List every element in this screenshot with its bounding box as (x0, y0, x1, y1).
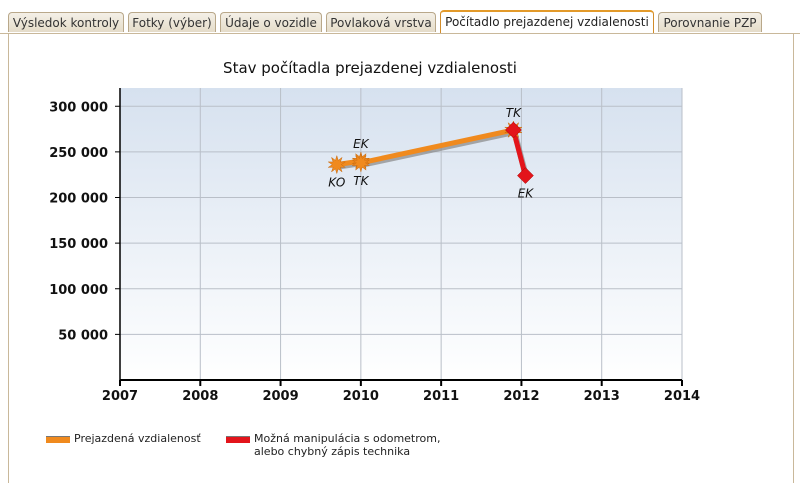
data-point-star (351, 152, 371, 173)
y-tick-label: 50 000 (58, 328, 108, 343)
data-point-diamond (505, 121, 522, 139)
tab-pocitadlo[interactable]: Počítadlo prejazdenej vzdialenosti (440, 10, 654, 34)
tab-vysledok-kontroly[interactable]: Výsledok kontroly (8, 12, 124, 32)
tab-bar-divider (0, 33, 800, 34)
series-line (510, 129, 528, 177)
x-tick-label: 2011 (423, 389, 459, 404)
series-layer: KO EK TK TK EK (327, 106, 535, 201)
y-tick-label: 100 000 (49, 283, 108, 298)
x-tick-label: 2009 (262, 389, 298, 404)
x-tick-label: 2007 (102, 389, 138, 404)
y-tick-label: 200 000 (49, 192, 108, 207)
y-tick-label: 150 000 (49, 237, 108, 252)
x-tick-label: 2012 (503, 389, 539, 404)
x-tick-label: 2013 (584, 389, 620, 404)
y-tick-label: 250 000 (49, 146, 108, 161)
data-point-star (327, 154, 347, 175)
legend-swatch-orange (46, 436, 70, 443)
data-label: KO (328, 176, 345, 190)
tab-porovnanie-pzp[interactable]: Porovnanie PZP (658, 12, 762, 32)
data-label: EK (353, 137, 370, 151)
tab-bar: Výsledok kontroly Fotky (výber) Údaje o … (0, 0, 800, 34)
legend-swatch-red (226, 436, 250, 443)
legend-label-distance: Prejazdená vzdialenosť (74, 432, 201, 445)
x-tick-label: 2014 (664, 389, 700, 404)
data-label: EK (518, 187, 535, 201)
x-tick-label: 2010 (343, 389, 379, 404)
legend-label-manipulation-line2: alebo chybný zápis technika (254, 445, 411, 458)
legend-label-manipulation-line1: Možná manipulácia s odometrom, (254, 432, 441, 445)
x-tick-label: 2008 (182, 389, 218, 404)
data-point-diamond (517, 167, 534, 184)
tab-udaje-o-vozidle[interactable]: Údaje o vozidle (220, 12, 322, 32)
y-tick-label: 300 000 (49, 100, 108, 115)
chart-title: Stav počítadla prejazdenej vzdialenosti (223, 59, 517, 77)
data-label: TK (353, 174, 369, 188)
data-label: TK (506, 106, 522, 120)
tab-fotky[interactable]: Fotky (výber) (128, 12, 216, 32)
tab-povlakova-vrstva[interactable]: Povlaková vrstva (326, 12, 436, 32)
plot-area (120, 88, 682, 380)
axes: 2007 2008 2009 2010 2011 2012 2013 2014 50 000 10… (49, 88, 700, 404)
